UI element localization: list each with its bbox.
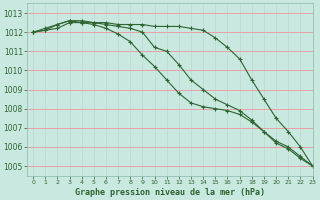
X-axis label: Graphe pression niveau de la mer (hPa): Graphe pression niveau de la mer (hPa) (75, 188, 265, 197)
